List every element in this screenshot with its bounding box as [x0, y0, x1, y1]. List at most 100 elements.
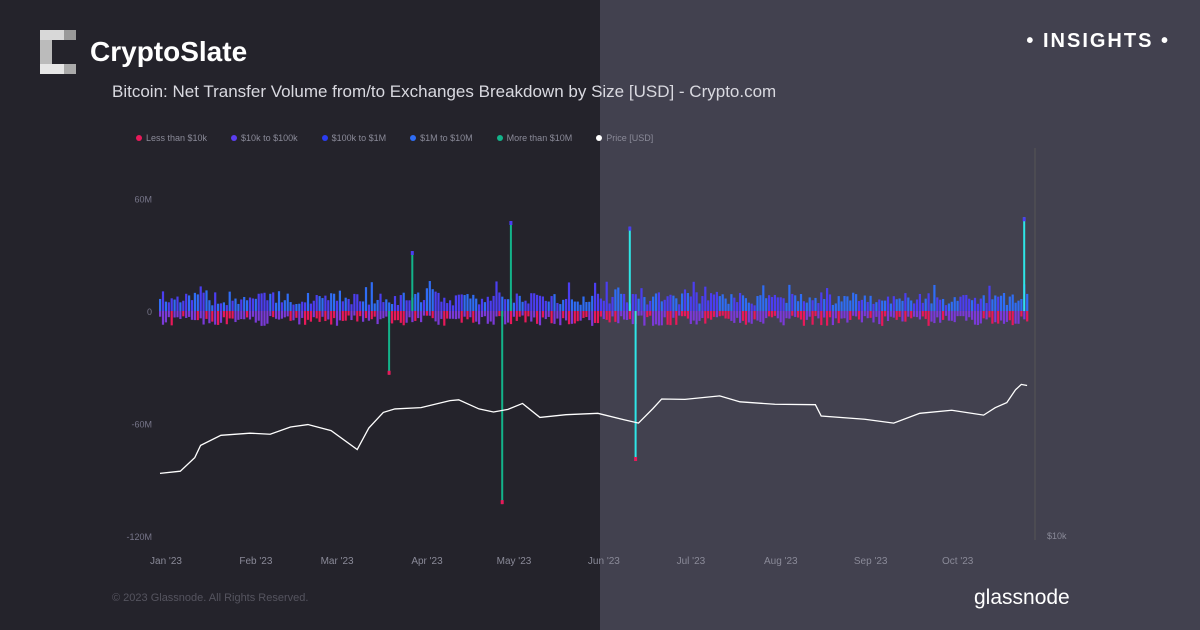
bar-outflow — [385, 311, 388, 317]
bar-outflow — [608, 311, 611, 323]
bar-outflow — [736, 311, 739, 318]
bar-outflow — [289, 311, 292, 321]
bar-inflow — [605, 281, 608, 311]
bar-inflow — [228, 291, 231, 311]
bar-outflow — [863, 311, 866, 317]
bar-outflow — [701, 311, 704, 318]
bar-outflow — [457, 311, 460, 319]
bar-inflow — [434, 291, 437, 311]
bar-inflow — [660, 301, 663, 311]
bar-inflow — [254, 298, 257, 311]
chart-title: Bitcoin: Net Transfer Volume from/to Exc… — [112, 82, 777, 101]
bar-inflow — [318, 296, 321, 311]
bar-outflow — [312, 311, 315, 318]
bar-outflow — [208, 311, 211, 324]
legend-item[interactable]: $1M to $10M — [410, 133, 473, 143]
bar-inflow — [565, 298, 568, 311]
bar-outflow — [214, 311, 217, 325]
bar-outflow — [991, 311, 994, 324]
bar-outflow — [425, 311, 428, 316]
legend-item[interactable]: Less than $10k — [136, 133, 207, 143]
bar-inflow — [782, 298, 785, 311]
bar-inflow — [385, 299, 388, 311]
bar-inflow — [330, 293, 333, 311]
bar-inflow — [971, 300, 974, 311]
bar-inflow — [202, 292, 205, 311]
y-tick-label: -120M — [126, 532, 152, 542]
bar-inflow — [579, 304, 582, 311]
bar-inflow — [283, 300, 286, 311]
bar-outflow — [576, 311, 579, 322]
bar-outflow — [965, 311, 968, 321]
bar-outflow — [353, 311, 356, 316]
bar-inflow — [364, 287, 368, 311]
bar-outflow — [704, 311, 707, 324]
bar-inflow — [669, 294, 672, 311]
bar-outflow — [338, 311, 341, 321]
bar-outflow — [930, 311, 933, 322]
bar-outflow — [533, 311, 536, 318]
bar-outflow — [315, 311, 318, 319]
bar-outflow — [820, 311, 823, 326]
bar-outflow — [985, 311, 988, 320]
bar-inflow — [973, 297, 977, 311]
bar-inflow — [446, 303, 449, 311]
bar-inflow — [451, 305, 455, 311]
bar-inflow — [173, 299, 176, 311]
bar-outflow — [251, 311, 254, 317]
bar-outflow — [594, 311, 597, 323]
bar-inflow — [596, 293, 600, 311]
bar-inflow — [799, 294, 803, 311]
bar-outflow — [443, 311, 446, 326]
bar-outflow — [556, 311, 559, 319]
bar-outflow — [712, 311, 716, 317]
bar-inflow — [222, 302, 225, 311]
bar-inflow — [762, 285, 765, 311]
bar-inflow — [524, 300, 527, 311]
bar-outflow — [782, 311, 785, 326]
bar-inflow — [269, 293, 272, 311]
bar-outflow — [898, 311, 901, 317]
bar-inflow — [234, 298, 237, 311]
bar-outflow — [681, 311, 684, 317]
legend-item[interactable]: $10k to $100k — [231, 133, 298, 143]
bar-inflow — [449, 300, 452, 311]
legend-dot-icon — [496, 135, 503, 141]
bar-outflow — [240, 311, 243, 320]
bar-inflow — [275, 302, 278, 311]
legend-item[interactable]: $100k to $1M — [321, 133, 386, 143]
bar-inflow — [794, 295, 797, 311]
bar-inflow — [654, 293, 658, 311]
legend-item[interactable]: More than $10M — [496, 133, 572, 143]
bar-inflow — [414, 294, 417, 311]
x-tick-label: Aug '23 — [764, 556, 798, 567]
bar-outflow — [640, 311, 643, 316]
bar-outflow — [280, 311, 283, 319]
spike-bar — [501, 311, 504, 505]
bar-inflow — [161, 291, 165, 311]
bar-inflow — [620, 293, 623, 311]
bar-inflow — [379, 293, 382, 311]
spike-cap — [410, 251, 414, 255]
y-tick-label: 60M — [134, 195, 152, 205]
bar-inflow — [640, 288, 643, 311]
bar-inflow — [733, 297, 736, 311]
bar-outflow — [660, 311, 663, 326]
bar-inflow — [710, 293, 713, 311]
legend-dot-icon — [410, 135, 417, 141]
bar-outflow — [417, 311, 420, 319]
bar-inflow — [1002, 292, 1006, 311]
bar-inflow — [823, 299, 826, 311]
bar-outflow — [304, 311, 307, 325]
bar-outflow — [652, 311, 655, 326]
spike-cap — [634, 457, 638, 461]
bar-inflow — [953, 297, 956, 311]
bar-outflow — [724, 311, 727, 319]
bar-inflow — [657, 292, 660, 311]
legend-item[interactable]: Price [USD] — [596, 133, 653, 143]
bar-inflow — [553, 294, 556, 311]
bar-inflow — [344, 297, 347, 311]
bar-outflow — [185, 311, 188, 318]
bar-inflow — [521, 301, 524, 311]
bar-inflow — [907, 297, 910, 311]
